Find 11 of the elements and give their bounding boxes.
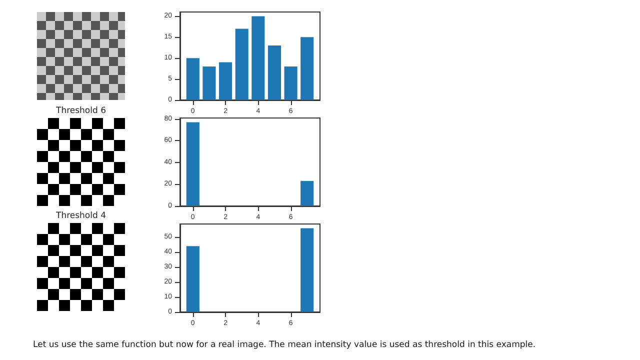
bar xyxy=(219,62,232,100)
text: Threshold 6 xyxy=(55,106,107,116)
text: Let us use the same function but now for a real image. The mean intensity value is used as threshold in this example. xyxy=(33,340,536,350)
bar xyxy=(284,66,298,100)
bar xyxy=(235,28,248,100)
bar xyxy=(202,66,216,100)
bar xyxy=(186,58,200,100)
bar xyxy=(252,16,265,100)
bar xyxy=(300,37,314,100)
text: Threshold 4 xyxy=(55,211,107,221)
bar xyxy=(268,46,281,100)
